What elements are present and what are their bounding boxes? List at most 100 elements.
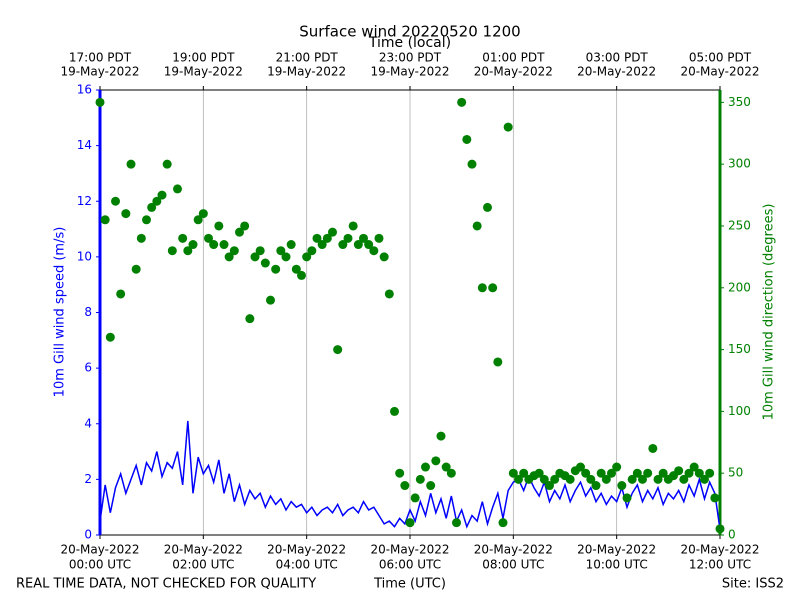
y2-tick-label: 300 (728, 157, 751, 171)
direction-point (317, 240, 327, 250)
direction-point (276, 246, 286, 256)
x-tick-label: 20-May-2022 (474, 543, 553, 557)
x-tick-label: 20-May-2022 (267, 543, 346, 557)
direction-point (193, 215, 203, 225)
x-tick-label: 20-May-2022 (680, 543, 759, 557)
direction-point (343, 233, 353, 243)
direction-point (219, 240, 229, 250)
direction-point (622, 493, 632, 503)
direction-point (488, 283, 498, 293)
direction-point (126, 159, 136, 169)
y-axis-label: 10m Gill wind speed (m/s) (53, 227, 68, 398)
direction-point (333, 345, 343, 355)
direction-point (462, 134, 472, 144)
top-tick-label: 20-May-2022 (680, 65, 759, 79)
top-tick-label: 01:00 PDT (482, 51, 545, 65)
direction-point (519, 468, 529, 478)
direction-point (204, 233, 213, 243)
y-tick-label: 6 (84, 361, 92, 375)
y-tick-label: 14 (77, 138, 92, 152)
top-tick-label: 03:00 PDT (586, 51, 649, 65)
direction-point (591, 481, 601, 491)
x-axis-label: Time (UTC) (373, 577, 446, 592)
direction-point (457, 97, 467, 107)
direction-point (183, 246, 193, 256)
direction-point (95, 97, 105, 107)
direction-point (658, 468, 668, 478)
direction-point (421, 462, 430, 472)
direction-point (348, 221, 358, 231)
direction-point (452, 518, 461, 528)
direction-point (410, 493, 420, 503)
direction-point (586, 474, 596, 484)
x-tick-label: 12:00 UTC (689, 558, 751, 572)
direction-point (607, 468, 616, 478)
direction-point (653, 474, 663, 484)
direction-point (405, 518, 415, 528)
direction-point (498, 518, 508, 528)
direction-point (390, 406, 399, 416)
y-tick-label: 10 (77, 249, 92, 263)
direction-point (235, 227, 244, 237)
site-label: Site: ISS2 (722, 577, 784, 592)
y2-axis-label: 10m Gill wind direction (degrees) (762, 204, 777, 421)
y2-tick-label: 0 (728, 528, 736, 542)
direction-point (446, 468, 456, 478)
direction-point (364, 240, 374, 250)
y-tick-label: 0 (84, 528, 92, 542)
direction-point (224, 252, 234, 262)
direction-point (121, 209, 131, 219)
direction-point (617, 481, 627, 491)
y2-tick-label: 250 (728, 218, 751, 232)
direction-point (431, 456, 441, 466)
direction-point (105, 332, 115, 342)
direction-point (576, 462, 585, 472)
top-tick-label: 19-May-2022 (267, 65, 346, 79)
direction-point (111, 196, 120, 206)
top-tick-label: 20-May-2022 (474, 65, 553, 79)
x-tick-label: 20-May-2022 (60, 543, 139, 557)
y-tick-label: 16 (77, 83, 92, 97)
direction-point (534, 468, 544, 478)
direction-point (514, 474, 523, 484)
direction-point (100, 215, 110, 225)
y-tick-label: 4 (84, 416, 92, 430)
x-tick-label: 10:00 UTC (586, 558, 648, 572)
direction-point (116, 289, 126, 299)
direction-point (162, 159, 172, 169)
x-tick-label: 00:00 UTC (69, 558, 131, 572)
direction-point (493, 357, 503, 367)
speed-line (99, 420, 721, 530)
direction-point (198, 209, 208, 219)
y2-tick-label: 350 (728, 95, 751, 109)
direction-point (240, 221, 250, 231)
direction-point (415, 474, 425, 484)
x-tick-label: 20-May-2022 (370, 543, 449, 557)
direction-point (178, 233, 188, 243)
x-tick-label: 02:00 UTC (172, 558, 234, 572)
direction-point (596, 468, 606, 478)
direction-point (379, 252, 389, 262)
direction-point (612, 462, 622, 472)
direction-point (565, 474, 575, 484)
direction-point (508, 468, 518, 478)
y2-tick-label: 150 (728, 342, 751, 356)
direction-point (384, 289, 394, 299)
chart-title: Surface wind 20220520 1200 (299, 23, 520, 41)
direction-point (689, 462, 699, 472)
direction-point (369, 246, 379, 256)
direction-point (266, 295, 275, 305)
direction-point (312, 233, 322, 243)
direction-point (627, 474, 637, 484)
direction-point (359, 233, 368, 243)
direction-point (426, 481, 436, 491)
direction-point (142, 215, 151, 225)
y2-tick-label: 50 (728, 466, 743, 480)
direction-point (710, 493, 720, 503)
direction-point (472, 221, 482, 231)
direction-point (643, 468, 653, 478)
direction-point (700, 474, 709, 484)
direction-point (286, 240, 296, 250)
